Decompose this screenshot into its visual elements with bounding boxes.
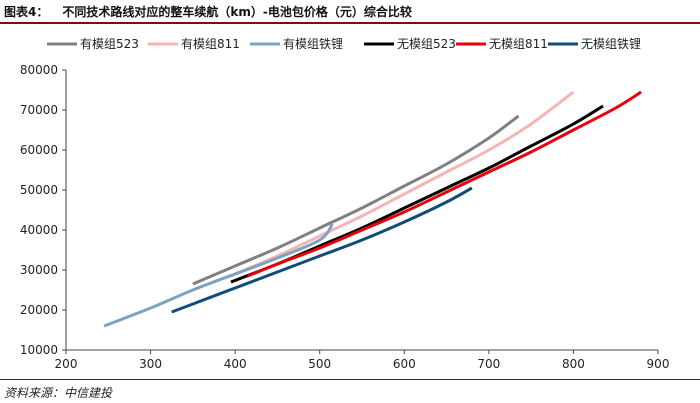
series-line-2 [234, 90, 575, 276]
x-tick-label: 900 [647, 357, 670, 371]
figure-title: 不同技术路线对应的整车续航（km）-电池包价格（元）综合比较 [62, 5, 412, 19]
x-tick-label: 400 [224, 357, 247, 371]
legend-label-6: 无模组铁锂 [581, 36, 641, 51]
y-tick-label: 20000 [20, 303, 58, 317]
legend-label-3: 有模组铁锂 [283, 36, 343, 51]
source-note: 资料来源：中信建投 [4, 386, 113, 400]
y-tick-label: 80000 [20, 63, 58, 77]
x-tick-label: 500 [308, 357, 331, 371]
legend-label-4: 无模组523 [397, 37, 456, 51]
y-tick-label: 10000 [20, 343, 58, 357]
chart-series-lines [103, 90, 642, 328]
y-tick-label: 40000 [20, 223, 58, 237]
chart-axes: 10000 20000 30000 40000 50000 60000 70000 80000… [20, 63, 670, 371]
top-rule [0, 22, 700, 24]
line-chart: 有模组523 有模组811 有模组铁锂 无模组523 无模组811 无模组铁锂 10000… [20, 36, 670, 371]
legend-label-1: 有模组523 [80, 37, 139, 51]
legend-label-5: 无模组811 [489, 37, 548, 51]
series-line-6 [171, 186, 473, 314]
x-tick-label: 200 [55, 357, 78, 371]
figure-caption: 图表4： 不同技术路线对应的整车续航（km）-电池包价格（元）综合比较 [4, 3, 696, 20]
series-line-5 [247, 90, 642, 278]
figure-label: 图表4： [4, 5, 49, 19]
x-tick-label: 600 [393, 357, 416, 371]
series-line-1 [192, 114, 520, 286]
y-tick-label: 50000 [20, 183, 58, 197]
y-tick-label: 70000 [20, 103, 58, 117]
x-tick-label: 800 [562, 357, 585, 371]
y-tick-label: 30000 [20, 263, 58, 277]
chart-legend: 有模组523 有模组811 有模组铁锂 无模组523 无模组811 无模组铁锂 [47, 36, 641, 51]
legend-label-2: 有模组811 [181, 37, 240, 51]
x-tick-label: 700 [477, 357, 500, 371]
series-line-3 [103, 223, 334, 328]
y-tick-label: 60000 [20, 143, 58, 157]
bottom-rule [0, 379, 700, 380]
x-tick-label: 300 [139, 357, 162, 371]
